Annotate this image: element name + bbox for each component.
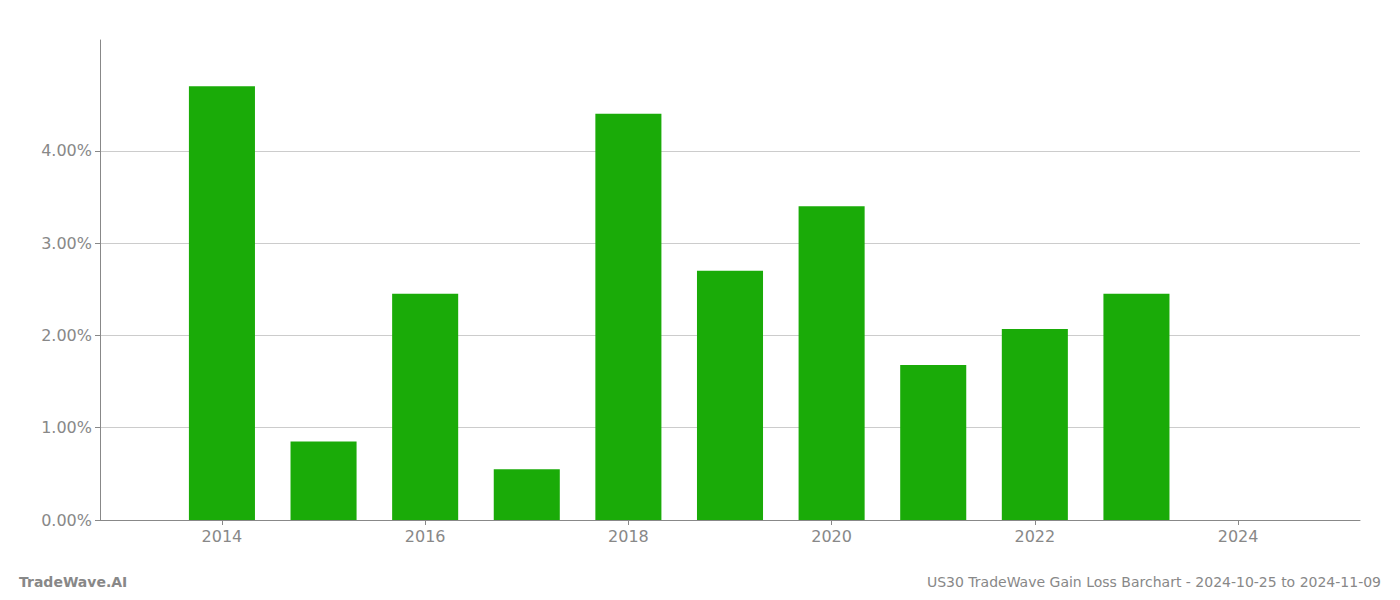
svg-text:2022: 2022 (1014, 527, 1055, 546)
svg-text:1.00%: 1.00% (41, 418, 92, 437)
svg-text:2024: 2024 (1218, 527, 1259, 546)
svg-text:US30 TradeWave Gain Loss Barch: US30 TradeWave Gain Loss Barchart - 2024… (927, 574, 1381, 590)
svg-text:2020: 2020 (811, 527, 852, 546)
svg-text:TradeWave.AI: TradeWave.AI (19, 574, 127, 590)
svg-text:2014: 2014 (202, 527, 243, 546)
svg-text:4.00%: 4.00% (41, 141, 92, 160)
svg-text:3.00%: 3.00% (41, 234, 92, 253)
svg-text:2.00%: 2.00% (41, 326, 92, 345)
svg-text:0.00%: 0.00% (41, 511, 92, 530)
svg-text:2016: 2016 (405, 527, 446, 546)
svg-text:2018: 2018 (608, 527, 649, 546)
